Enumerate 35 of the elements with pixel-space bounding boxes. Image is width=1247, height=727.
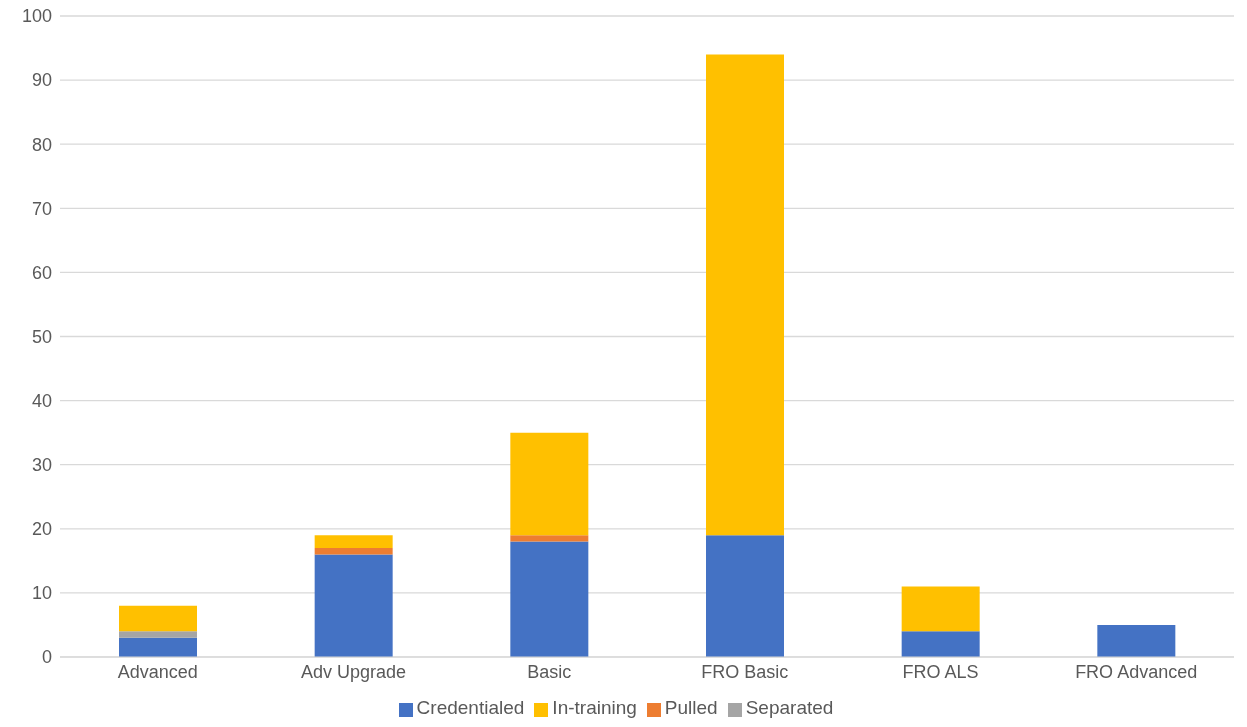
y-tick-label: 100 <box>21 6 52 27</box>
y-tick-label: 10 <box>31 583 52 604</box>
bar <box>510 535 589 542</box>
bar <box>901 586 980 632</box>
bar <box>1097 624 1176 657</box>
legend-label: Separated <box>745 697 834 718</box>
y-tick-label: 90 <box>31 70 52 91</box>
bar <box>119 631 197 638</box>
bar <box>314 554 393 657</box>
bar <box>901 631 980 657</box>
bar <box>314 535 393 549</box>
x-tick-label: Advanced <box>117 661 198 682</box>
y-tick-label: 40 <box>31 390 52 411</box>
x-tick-label: FRO Basic <box>701 661 789 682</box>
y-tick-label: 70 <box>31 198 52 219</box>
x-tick-label: FRO ALS <box>902 661 979 682</box>
x-tick-label: FRO Advanced <box>1075 661 1198 682</box>
y-tick-label: 80 <box>31 134 52 155</box>
y-tick-label: 0 <box>41 647 52 668</box>
x-tick-label: Basic <box>527 661 572 682</box>
x-tick-label: Adv Upgrade <box>300 661 407 682</box>
legend-label: Pulled <box>664 697 718 718</box>
y-tick-label: 50 <box>31 326 52 347</box>
bar <box>119 605 197 632</box>
legend-label: In-training <box>552 697 637 718</box>
bar <box>706 54 784 536</box>
y-tick-label: 20 <box>31 519 52 540</box>
y-tick-label: 60 <box>31 262 52 283</box>
bar <box>510 432 589 536</box>
y-tick-label: 30 <box>31 455 52 476</box>
legend-label: Credentialed <box>416 697 525 718</box>
bar <box>314 548 393 555</box>
bar <box>706 535 784 657</box>
bar <box>119 637 197 657</box>
bar <box>510 541 589 657</box>
